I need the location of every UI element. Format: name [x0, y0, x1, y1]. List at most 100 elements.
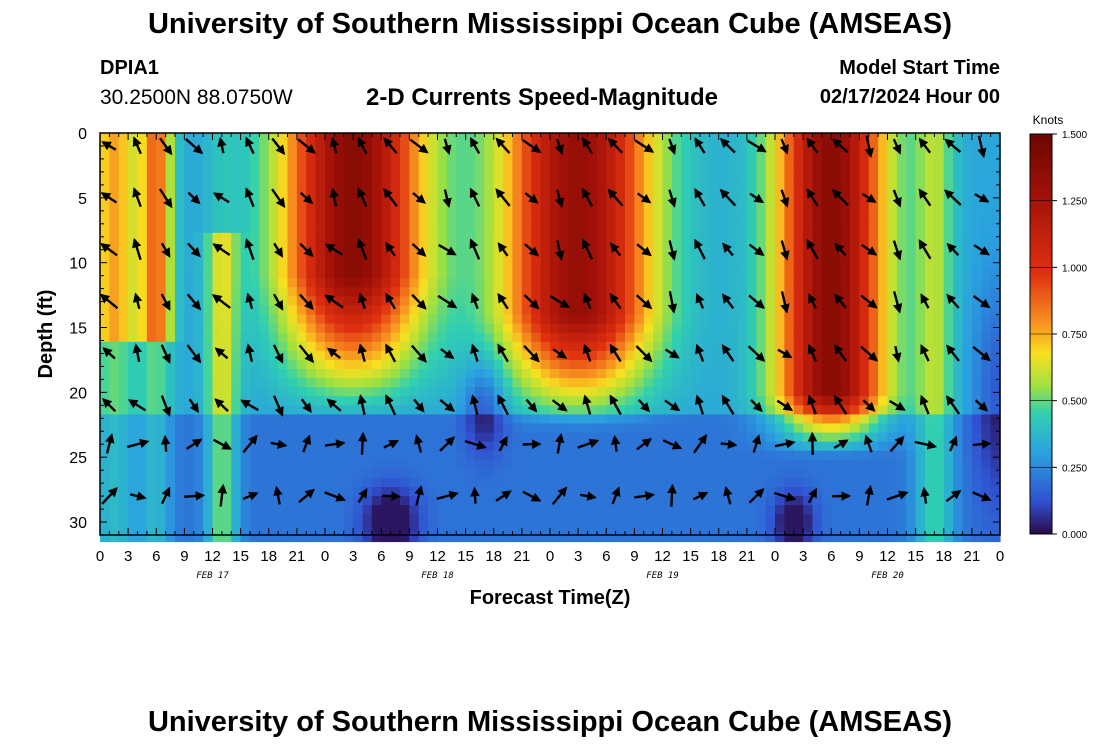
- heatmap-cell: [812, 378, 823, 388]
- heatmap-cell: [737, 441, 748, 452]
- heatmap-cell: [709, 487, 720, 497]
- heatmap-cell: [915, 477, 926, 488]
- heatmap-cell: [662, 441, 673, 452]
- heatmap-cell: [371, 151, 382, 161]
- heatmap-cell: [128, 205, 139, 216]
- heatmap-cell: [971, 142, 982, 152]
- x-tick-label: 3: [349, 548, 357, 565]
- heatmap-cell: [287, 369, 298, 379]
- heatmap-cell: [962, 160, 973, 170]
- heatmap-cell: [325, 532, 335, 543]
- heatmap-cell: [493, 369, 504, 379]
- heatmap-cell: [156, 514, 167, 524]
- heatmap-cell: [418, 532, 429, 543]
- current-vector: [158, 188, 173, 209]
- heatmap-cell: [681, 423, 692, 434]
- heatmap-cell: [812, 459, 823, 470]
- heatmap-cell: [700, 323, 710, 334]
- heatmap-cell: [643, 178, 654, 189]
- heatmap-cell: [850, 241, 860, 252]
- heatmap-cell: [559, 196, 570, 207]
- heatmap-cell: [728, 223, 739, 234]
- heatmap-cell: [728, 441, 739, 452]
- heatmap-cell: [334, 169, 345, 179]
- heatmap-cell: [475, 323, 485, 334]
- heatmap-cell: [775, 423, 785, 434]
- heatmap-cell: [109, 205, 120, 216]
- heatmap-cell: [990, 532, 1001, 543]
- heatmap-cell: [803, 387, 814, 397]
- heatmap-cell: [400, 441, 410, 452]
- heatmap-cell: [737, 223, 748, 234]
- heatmap-cell: [353, 387, 364, 397]
- x-tick-label: 15: [232, 548, 249, 565]
- current-vector: [777, 348, 793, 359]
- heatmap-cell: [746, 287, 757, 297]
- heatmap-cell: [596, 196, 607, 207]
- heatmap-cell: [915, 505, 926, 515]
- heatmap-cell: [625, 532, 635, 543]
- heatmap-cell: [943, 323, 954, 334]
- heatmap-cell: [381, 151, 392, 161]
- heatmap-cell: [165, 514, 176, 524]
- heatmap-cell: [906, 532, 917, 543]
- current-vector: [217, 483, 227, 507]
- heatmap-cell: [503, 450, 514, 461]
- heatmap-cell: [306, 387, 317, 397]
- heatmap-cell: [203, 232, 214, 243]
- heatmap-cell: [493, 314, 504, 325]
- heatmap-cell: [193, 169, 204, 179]
- heatmap-cell: [156, 332, 167, 343]
- current-vector: [412, 192, 426, 204]
- heatmap-cell: [512, 232, 523, 243]
- current-vector: [579, 491, 597, 501]
- heatmap-cell: [925, 133, 935, 143]
- heatmap-cell: [887, 314, 898, 325]
- heatmap-cell: [906, 314, 917, 325]
- heatmap-cell: [756, 450, 767, 461]
- heatmap-cell: [400, 269, 410, 279]
- heatmap-cell: [990, 187, 1001, 198]
- heatmap-cell: [278, 214, 289, 225]
- heatmap-cell: [128, 260, 139, 270]
- heatmap-cell: [850, 396, 860, 406]
- heatmap-cell: [615, 314, 626, 325]
- heatmap-cell: [596, 323, 607, 334]
- heatmap-cell: [896, 232, 907, 243]
- heatmap-cell: [184, 396, 195, 406]
- heatmap-cell: [718, 160, 729, 170]
- current-vector: [609, 242, 622, 257]
- current-vector: [523, 344, 540, 363]
- heatmap-cell: [943, 223, 954, 234]
- heatmap-cell: [812, 151, 823, 161]
- heatmap-cell: [165, 205, 176, 216]
- heatmap-cell: [737, 350, 748, 361]
- heatmap-cell: [981, 269, 992, 279]
- heatmap-cell: [503, 314, 514, 325]
- heatmap-cell: [503, 142, 514, 152]
- heatmap-cell: [578, 314, 589, 325]
- heatmap-cell: [906, 414, 917, 425]
- heatmap-cell: [615, 450, 626, 461]
- heatmap-cell: [231, 423, 242, 434]
- heatmap-cell: [446, 269, 457, 279]
- heatmap-cell: [250, 142, 260, 152]
- heatmap-cell: [456, 378, 467, 388]
- heatmap-cell: [296, 423, 307, 434]
- heatmap-cell: [193, 151, 204, 161]
- heatmap-cell: [737, 232, 748, 243]
- heatmap-cell: [287, 532, 298, 543]
- heatmap-cell: [362, 514, 373, 524]
- heatmap-cell: [212, 378, 223, 388]
- heatmap-cell: [203, 196, 214, 207]
- colorbar-tick-label: 1.500: [1062, 130, 1087, 141]
- heatmap-cell: [268, 169, 279, 179]
- heatmap-cell: [990, 241, 1001, 252]
- heatmap-cell: [268, 196, 279, 207]
- heatmap-cell: [971, 232, 982, 243]
- heatmap-cell: [709, 341, 720, 352]
- heatmap-cell: [925, 196, 935, 207]
- x-tick-label: 12: [429, 548, 446, 565]
- current-vector: [469, 136, 481, 154]
- heatmap-cell: [137, 296, 148, 307]
